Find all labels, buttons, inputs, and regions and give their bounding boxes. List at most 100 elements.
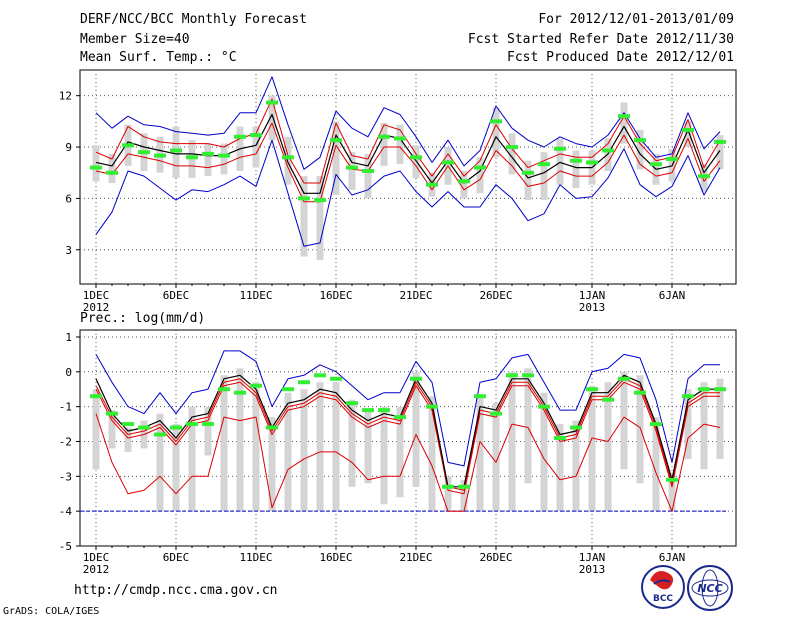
x-tick-label: 21DEC: [399, 551, 432, 564]
observed-marker: [474, 394, 486, 399]
forecast-period: For 2012/12/01-2013/01/09: [538, 12, 734, 27]
observed-marker: [426, 182, 438, 187]
lower-spread-line: [95, 413, 721, 512]
observed-marker: [666, 477, 678, 482]
x-tick-label: 6JAN: [659, 289, 686, 302]
lower-std-line: [95, 381, 720, 495]
observed-marker: [698, 174, 710, 179]
ensemble-box: [540, 392, 548, 512]
ensemble-box: [316, 176, 324, 261]
y-tick-label: 3: [65, 244, 72, 257]
upper-std-line: [95, 378, 720, 491]
observed-marker: [234, 390, 246, 395]
observed-marker: [218, 153, 230, 158]
x-tick-label: 1JAN: [579, 551, 606, 564]
ensemble-box: [700, 382, 708, 470]
observed-marker: [410, 155, 422, 160]
y-tick-label: -4: [59, 505, 73, 518]
observed-marker: [138, 150, 150, 155]
ensemble-box: [348, 399, 356, 487]
observed-marker: [362, 169, 374, 174]
observed-marker: [186, 155, 198, 160]
observed-marker: [250, 383, 262, 388]
ensemble-box: [348, 152, 356, 190]
x-tick-label: 16DEC: [319, 289, 352, 302]
observed-marker: [154, 432, 166, 437]
observed-marker: [138, 425, 150, 430]
ensemble-box: [636, 375, 644, 484]
observed-marker: [378, 134, 390, 139]
observed-marker: [698, 387, 710, 392]
observed-marker: [474, 165, 486, 170]
ensemble-box: [364, 410, 372, 484]
observed-marker: [314, 198, 326, 203]
ensemble-box: [668, 472, 676, 512]
ensemble-box: [588, 385, 596, 512]
source-url[interactable]: http://cmdp.ncc.cma.gov.cn: [74, 583, 278, 598]
ensemble-box: [508, 133, 516, 175]
ensemble-box: [524, 368, 532, 484]
ensemble-mean-line: [95, 113, 721, 194]
ensemble-box: [364, 153, 372, 199]
chart-title: DERF/NCC/BCC Monthly Forecast: [80, 12, 307, 27]
observed-marker: [346, 165, 358, 170]
upper-std-line: [95, 98, 721, 184]
observed-marker: [666, 157, 678, 162]
ensemble-box: [284, 392, 292, 512]
ensemble-box: [460, 479, 468, 512]
observed-marker: [202, 422, 214, 427]
x-tick-label: 11DEC: [239, 551, 272, 564]
x-tick-label: 1JAN: [579, 289, 606, 302]
ensemble-box: [300, 389, 308, 512]
x-tick-year: 2013: [579, 301, 606, 314]
observed-marker: [218, 387, 230, 392]
y-tick-label: 9: [65, 141, 72, 154]
ensemble-box: [652, 417, 660, 512]
observed-marker: [602, 148, 614, 153]
ensemble-box: [572, 420, 580, 512]
bcc-logo: BCC: [641, 565, 685, 609]
observed-marker: [426, 404, 438, 409]
lower-spread-line: [95, 139, 721, 247]
ensemble-box: [492, 107, 500, 158]
ensemble-box: [396, 124, 404, 165]
observed-marker: [442, 160, 454, 165]
ensemble-box: [332, 382, 340, 512]
observed-marker: [490, 119, 502, 124]
observed-marker: [106, 411, 118, 416]
observed-marker: [394, 136, 406, 141]
ensemble-box: [92, 389, 100, 470]
x-tick-label: 26DEC: [479, 289, 512, 302]
observed-marker: [506, 145, 518, 150]
ensemble-box: [476, 157, 484, 194]
ensemble-box: [428, 396, 436, 512]
observed-marker: [442, 484, 454, 489]
observed-marker: [170, 148, 182, 153]
observed-marker: [250, 133, 262, 138]
x-tick-label: 6JAN: [659, 551, 686, 564]
ensemble-box: [332, 121, 340, 195]
observed-marker: [506, 373, 518, 378]
ensemble-box: [556, 138, 564, 185]
ensemble-box: [716, 378, 724, 459]
observed-marker: [682, 127, 694, 132]
observed-marker: [410, 376, 422, 381]
ensemble-box: [108, 410, 116, 449]
ensemble-box: [508, 371, 516, 512]
observed-marker: [458, 484, 470, 489]
observed-marker: [602, 397, 614, 402]
y-tick-label: 12: [59, 90, 72, 103]
x-tick-label: 26DEC: [479, 551, 512, 564]
ensemble-box: [620, 102, 628, 144]
ensemble-box: [444, 476, 452, 512]
x-tick-year: 2012: [83, 301, 110, 314]
y-tick-label: 1: [65, 331, 72, 344]
observed-marker: [650, 422, 662, 427]
plot-frame: [79, 329, 737, 547]
ensemble-box: [220, 143, 228, 175]
y-tick-label: 0: [65, 366, 72, 379]
variable-label: Mean Surf. Temp.: °C: [80, 50, 237, 65]
y-tick-label: -3: [59, 470, 72, 483]
